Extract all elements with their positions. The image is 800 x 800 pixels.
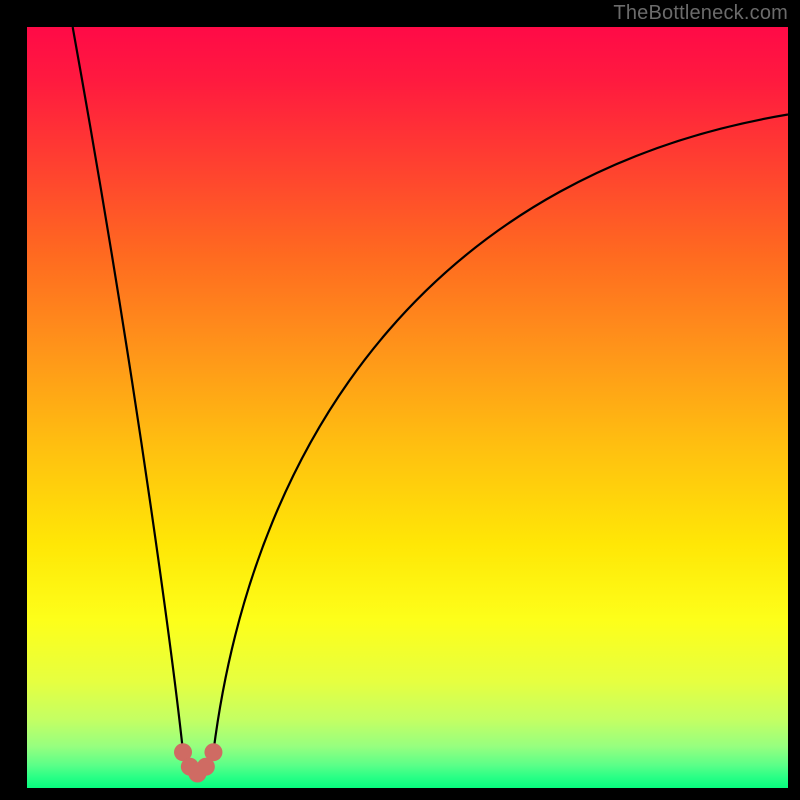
gradient-background [27, 27, 788, 788]
chart-outer-frame: TheBottleneck.com [0, 0, 800, 800]
plot-area [27, 27, 788, 788]
valley-dot-4 [204, 743, 222, 761]
plot-svg [27, 27, 788, 788]
attribution-label: TheBottleneck.com [613, 2, 788, 25]
